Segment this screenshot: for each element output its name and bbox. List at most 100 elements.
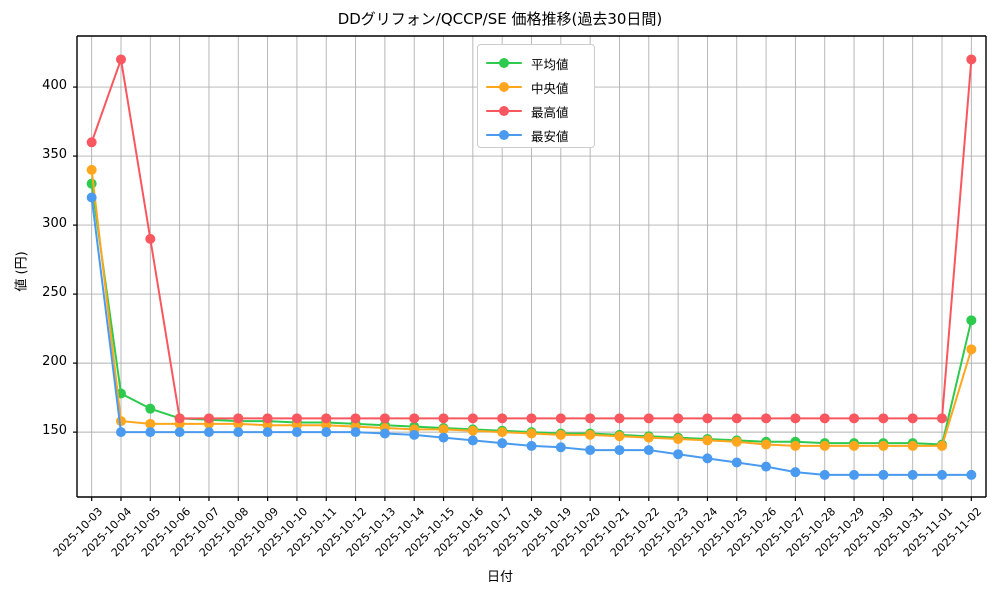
data-point-marker bbox=[262, 427, 273, 438]
data-point-marker bbox=[966, 469, 977, 480]
data-point-marker bbox=[761, 461, 772, 472]
data-point-marker bbox=[321, 413, 332, 424]
data-point-marker bbox=[115, 427, 126, 438]
data-point-marker bbox=[849, 440, 860, 451]
data-point-marker bbox=[203, 413, 214, 424]
data-point-marker bbox=[115, 54, 126, 65]
data-point-marker bbox=[526, 413, 537, 424]
data-point-marker bbox=[585, 445, 596, 456]
x-axis-label: 日付 bbox=[486, 570, 513, 585]
data-point-marker bbox=[673, 449, 684, 460]
data-point-marker bbox=[702, 453, 713, 464]
data-point-marker bbox=[379, 428, 390, 439]
data-point-marker bbox=[966, 315, 977, 326]
data-point-marker bbox=[790, 413, 801, 424]
legend-item[interactable]: 中央値 bbox=[486, 75, 588, 99]
data-point-marker bbox=[262, 413, 273, 424]
data-point-marker bbox=[497, 413, 508, 424]
data-point-marker bbox=[907, 413, 918, 424]
chart-legend: 平均値中央値最高値最安値 bbox=[477, 44, 595, 148]
data-point-marker bbox=[526, 428, 537, 439]
legend-item[interactable]: 最高値 bbox=[486, 99, 588, 123]
legend-label: 平均値 bbox=[531, 56, 569, 72]
data-point-marker bbox=[585, 429, 596, 440]
data-point-marker bbox=[86, 178, 97, 189]
data-point-marker bbox=[790, 467, 801, 478]
data-point-marker bbox=[203, 427, 214, 438]
y-tick-label: 300 bbox=[42, 216, 67, 232]
data-point-marker bbox=[321, 420, 332, 431]
y-tick-label: 350 bbox=[42, 147, 67, 163]
data-point-marker bbox=[907, 469, 918, 480]
data-point-marker bbox=[790, 440, 801, 451]
data-point-marker bbox=[291, 427, 302, 438]
data-point-marker bbox=[966, 54, 977, 65]
data-point-marker bbox=[526, 440, 537, 451]
data-point-marker bbox=[321, 427, 332, 438]
data-point-marker bbox=[467, 435, 478, 446]
legend-marker-icon bbox=[486, 80, 522, 94]
data-point-marker bbox=[878, 440, 889, 451]
legend-label: 最高値 bbox=[531, 104, 569, 120]
data-point-marker bbox=[86, 164, 97, 175]
data-point-marker bbox=[673, 434, 684, 445]
data-point-marker bbox=[145, 418, 156, 429]
data-point-marker bbox=[174, 413, 185, 424]
data-point-marker bbox=[673, 413, 684, 424]
y-tick-label: 400 bbox=[42, 78, 67, 94]
y-tick-label: 200 bbox=[42, 354, 67, 370]
y-axis-label: 値 (円) bbox=[14, 251, 30, 292]
legend-label: 中央値 bbox=[531, 80, 569, 96]
data-point-marker bbox=[907, 440, 918, 451]
data-point-marker bbox=[643, 432, 654, 443]
data-point-marker bbox=[86, 137, 97, 148]
data-point-marker bbox=[819, 440, 830, 451]
data-point-marker bbox=[467, 413, 478, 424]
data-point-marker bbox=[614, 413, 625, 424]
data-point-marker bbox=[731, 413, 742, 424]
legend-marker-icon bbox=[486, 104, 522, 118]
data-point-marker bbox=[145, 233, 156, 244]
data-point-marker bbox=[731, 457, 742, 468]
data-point-marker bbox=[467, 425, 478, 436]
data-point-marker bbox=[614, 431, 625, 442]
data-point-marker bbox=[878, 413, 889, 424]
data-point-marker bbox=[233, 427, 244, 438]
data-point-marker bbox=[379, 413, 390, 424]
data-point-marker bbox=[438, 413, 449, 424]
data-point-marker bbox=[409, 429, 420, 440]
data-point-marker bbox=[409, 413, 420, 424]
data-point-marker bbox=[937, 440, 948, 451]
legend-marker-icon bbox=[486, 56, 522, 70]
data-point-marker bbox=[878, 469, 889, 480]
data-point-marker bbox=[555, 429, 566, 440]
data-point-marker bbox=[497, 427, 508, 438]
legend-item[interactable]: 平均値 bbox=[486, 51, 588, 75]
data-point-marker bbox=[291, 420, 302, 431]
data-point-marker bbox=[819, 469, 830, 480]
data-point-marker bbox=[174, 427, 185, 438]
data-point-marker bbox=[937, 413, 948, 424]
data-point-marker bbox=[702, 435, 713, 446]
data-point-marker bbox=[350, 413, 361, 424]
data-point-marker bbox=[262, 420, 273, 431]
data-point-marker bbox=[497, 438, 508, 449]
data-point-marker bbox=[233, 413, 244, 424]
data-point-marker bbox=[937, 469, 948, 480]
legend-item[interactable]: 最安値 bbox=[486, 123, 588, 147]
data-point-marker bbox=[350, 427, 361, 438]
data-point-marker bbox=[438, 424, 449, 435]
data-point-marker bbox=[761, 413, 772, 424]
y-tick-label: 150 bbox=[42, 423, 67, 439]
data-point-marker bbox=[643, 445, 654, 456]
data-point-marker bbox=[702, 413, 713, 424]
data-point-marker bbox=[555, 442, 566, 453]
legend-marker-icon bbox=[486, 128, 522, 142]
data-point-marker bbox=[585, 413, 596, 424]
data-point-marker bbox=[555, 413, 566, 424]
data-point-marker bbox=[731, 436, 742, 447]
legend-label: 最安値 bbox=[531, 128, 569, 144]
y-tick-label: 250 bbox=[42, 285, 67, 301]
